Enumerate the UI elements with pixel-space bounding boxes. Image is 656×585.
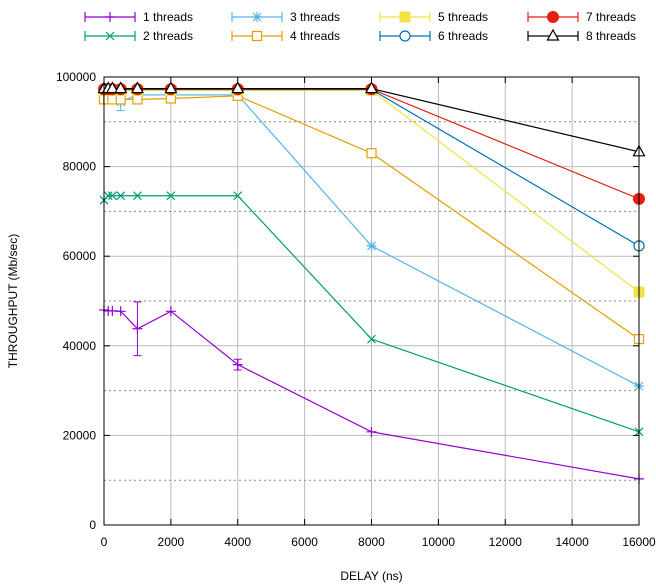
series-8: [97, 81, 646, 157]
data-point: [105, 12, 115, 22]
x-tick-label: 8000: [358, 535, 385, 549]
data-point: [367, 334, 376, 344]
x-tick-label: 4000: [224, 535, 251, 549]
y-tick-label: 0: [89, 518, 96, 532]
data-point: [130, 81, 144, 94]
legend-label: 7 threads: [586, 10, 636, 24]
data-point: [133, 191, 142, 201]
legend-label: 3 threads: [290, 10, 340, 24]
data-point: [107, 305, 118, 316]
y-tick-label: 40000: [63, 339, 97, 353]
grid: [104, 77, 639, 525]
data-point: [546, 28, 560, 41]
series-layer: [97, 81, 646, 484]
data-point: [366, 240, 377, 251]
data-point: [107, 94, 118, 105]
legend-entry-6: 6 threads: [379, 29, 488, 43]
data-point: [399, 11, 411, 23]
data-point: [105, 81, 119, 94]
legend-swatch-cap: [527, 12, 579, 22]
x-tick-label: 14000: [555, 535, 589, 549]
data-point: [115, 94, 126, 105]
data-point: [233, 191, 243, 201]
legend-entry-1: 1 threads: [84, 10, 193, 24]
data-point: [103, 191, 113, 201]
legend-entry-8: 8 threads: [527, 28, 636, 43]
x-tick-label: 2000: [158, 535, 185, 549]
y-tick-label: 20000: [63, 428, 97, 442]
data-point: [231, 81, 245, 94]
series-2: [99, 191, 644, 437]
legend-entry-5: 5 threads: [379, 10, 488, 24]
x-tick-label: 10000: [422, 535, 456, 549]
data-point: [232, 359, 243, 370]
legend-label: 5 threads: [438, 10, 488, 24]
data-point: [116, 191, 126, 201]
y-axis-title: THROUGHPUT (Mb/sec): [6, 234, 20, 368]
data-point: [114, 81, 128, 94]
legend-label: 4 threads: [290, 29, 340, 43]
x-tick-label: 16000: [622, 535, 656, 549]
data-point: [252, 12, 262, 22]
y-tick-label: 60000: [63, 249, 97, 263]
legend-entry-4: 4 threads: [231, 29, 340, 43]
x-axis-title: DELAY (ns): [340, 569, 402, 583]
legend-entry-2: 2 threads: [84, 29, 193, 43]
legend-label: 8 threads: [586, 29, 636, 43]
legend-entry-3: 3 threads: [231, 10, 340, 24]
data-point: [115, 306, 126, 317]
legend-label: 2 threads: [143, 29, 193, 43]
data-point: [399, 30, 411, 42]
data-point: [164, 81, 178, 94]
legend-swatch-cap: [231, 31, 283, 41]
x-tick-label: 12000: [489, 535, 523, 549]
legend-swatch-cap: [379, 31, 431, 41]
data-point: [132, 94, 143, 105]
legend-swatch-cap: [84, 31, 136, 41]
legend-label: 6 threads: [438, 29, 488, 43]
data-point: [366, 426, 377, 437]
data-point: [105, 31, 115, 41]
data-point: [107, 191, 117, 201]
x-tick-label: 0: [101, 535, 108, 549]
data-point: [547, 11, 559, 23]
data-point: [166, 191, 176, 201]
y-tick-label: 80000: [63, 160, 97, 174]
legend-swatch-cap: [527, 31, 579, 41]
legend-swatch-cap: [379, 12, 431, 22]
data-point: [364, 81, 379, 94]
x-tick-label: 6000: [291, 535, 318, 549]
legend-entry-7: 7 threads: [527, 10, 636, 24]
data-point: [366, 148, 377, 159]
data-point: [132, 323, 143, 334]
legend-label: 1 threads: [143, 10, 193, 24]
legend: 1 threads 2 threads 3 threads 4 threads 5 th…: [84, 10, 636, 43]
data-point: [165, 306, 176, 317]
legend-swatch-cap: [84, 12, 136, 22]
data-point: [251, 30, 263, 42]
legend-swatch-cap: [231, 12, 283, 22]
axis-ticks: 0 2000 4000 6000 8000 10000 12000 14000 16000 0 20…: [56, 70, 656, 549]
y-tick-label: 100000: [56, 70, 96, 84]
